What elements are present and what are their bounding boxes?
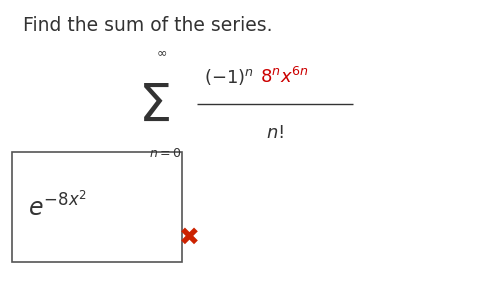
Text: $n!$: $n!$ — [266, 124, 284, 142]
Text: $\infty$: $\infty$ — [156, 46, 167, 59]
Text: $8^nx^{6n}$: $8^nx^{6n}$ — [260, 67, 308, 87]
Text: $\Sigma$: $\Sigma$ — [138, 81, 170, 133]
Bar — [12, 152, 182, 262]
Text: $n = 0$: $n = 0$ — [149, 147, 181, 160]
Text: ✖: ✖ — [178, 226, 200, 250]
Text: $(-1)^n$: $(-1)^n$ — [204, 67, 254, 87]
Text: Find the sum of the series.: Find the sum of the series. — [23, 16, 272, 35]
Text: $e^{-8x^2}$: $e^{-8x^2}$ — [28, 191, 87, 221]
